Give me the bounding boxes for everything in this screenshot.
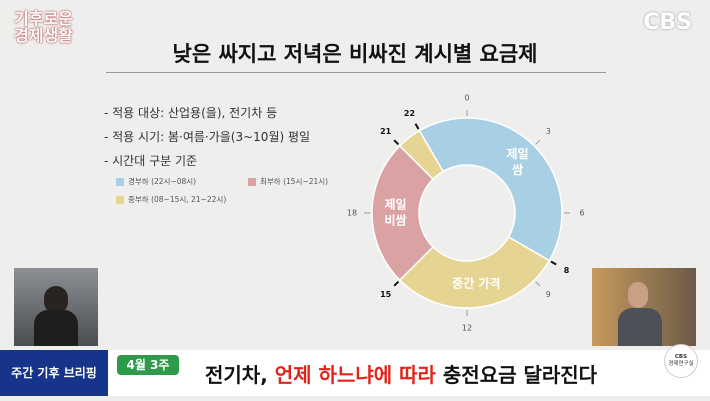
logo-line: 경제생활 bbox=[14, 26, 73, 45]
segment bbox=[398, 235, 551, 309]
tick-label: 9 bbox=[546, 290, 551, 299]
legend-swatch bbox=[116, 177, 124, 186]
segment-label: 제일 bbox=[507, 147, 529, 161]
tick-mark bbox=[535, 139, 541, 145]
tick-label: 6 bbox=[579, 209, 584, 218]
title-rule bbox=[106, 72, 606, 73]
title: 낮은 싸지고 저녁은 비싸진 계시별 요금제 bbox=[172, 42, 538, 66]
legend-label: 중부하 (08~15시, 21~22시) bbox=[128, 195, 227, 204]
tick-label: 15 bbox=[380, 290, 392, 299]
program-name: 주간 기후 브리핑 bbox=[0, 350, 108, 396]
tick-label: 8 bbox=[564, 266, 570, 275]
segment bbox=[371, 144, 435, 282]
tick-label: 3 bbox=[546, 127, 551, 136]
tick-label: 22 bbox=[404, 109, 415, 118]
tick-label: 21 bbox=[380, 127, 392, 136]
corner-logo: CBS 경제연구실 bbox=[664, 344, 698, 378]
headline-part: 충전요금 달라진다 bbox=[442, 363, 598, 387]
bullet: - 시간대 구분 기준 bbox=[104, 154, 198, 168]
person bbox=[628, 282, 648, 308]
logo: 기후로운 경제생활 bbox=[14, 10, 73, 44]
legend: 경부하 (22시~08시) 최부하 (15시~21시) 중부하 (08~15시, 2… bbox=[116, 176, 356, 216]
person bbox=[34, 310, 78, 346]
person bbox=[618, 308, 662, 346]
headline: 전기차, 언제 하느냐에 따라 충전요금 달라진다 bbox=[205, 359, 597, 388]
segment-label: 중간 가격 bbox=[452, 275, 500, 290]
tick-mark bbox=[393, 280, 400, 287]
person bbox=[44, 286, 68, 314]
segment-label: 비쌈 bbox=[384, 213, 406, 228]
tick-mark bbox=[550, 260, 557, 266]
corner-logo-text: CBS bbox=[674, 354, 688, 360]
headline-part: 전기차, bbox=[205, 363, 268, 387]
bullet: - 적용 시기: 봄·여름·가을(3~10월) 평일 bbox=[104, 130, 311, 144]
segment-label: 쌈 bbox=[512, 162, 523, 177]
legend-label: 경부하 (22시~08시) bbox=[128, 177, 197, 186]
bullet: - 적용 대상: 산업용(을), 전기차 등 bbox=[104, 106, 278, 120]
segment-label: 제일 bbox=[384, 198, 406, 212]
segment bbox=[418, 117, 563, 262]
broadcaster-logo: CBS bbox=[643, 10, 692, 35]
logo-line: 기후로운 bbox=[14, 9, 73, 28]
tick-mark bbox=[393, 139, 400, 146]
legend-swatch bbox=[248, 177, 256, 186]
video-left bbox=[14, 268, 98, 346]
legend-swatch bbox=[116, 195, 124, 204]
legend-label: 최부하 (15시~21시) bbox=[260, 177, 329, 186]
legend-item: 경부하 (22시~08시) bbox=[116, 176, 196, 187]
tick-mark bbox=[535, 281, 541, 287]
week-tag: 4월 3주 bbox=[117, 355, 179, 375]
headline-highlight: 언제 하느냐에 따라 bbox=[274, 363, 436, 387]
tick-mark bbox=[414, 123, 420, 130]
tick-label: 18 bbox=[347, 209, 357, 218]
video-right bbox=[592, 268, 696, 346]
tick-label: 0 bbox=[464, 94, 469, 103]
corner-logo-text: 경제연구실 bbox=[668, 361, 694, 367]
legend-item: 최부하 (15시~21시) bbox=[248, 176, 328, 187]
segment bbox=[398, 129, 445, 181]
legend-item: 중부하 (08~15시, 21~22시) bbox=[116, 194, 226, 205]
tick-label: 12 bbox=[462, 324, 472, 333]
